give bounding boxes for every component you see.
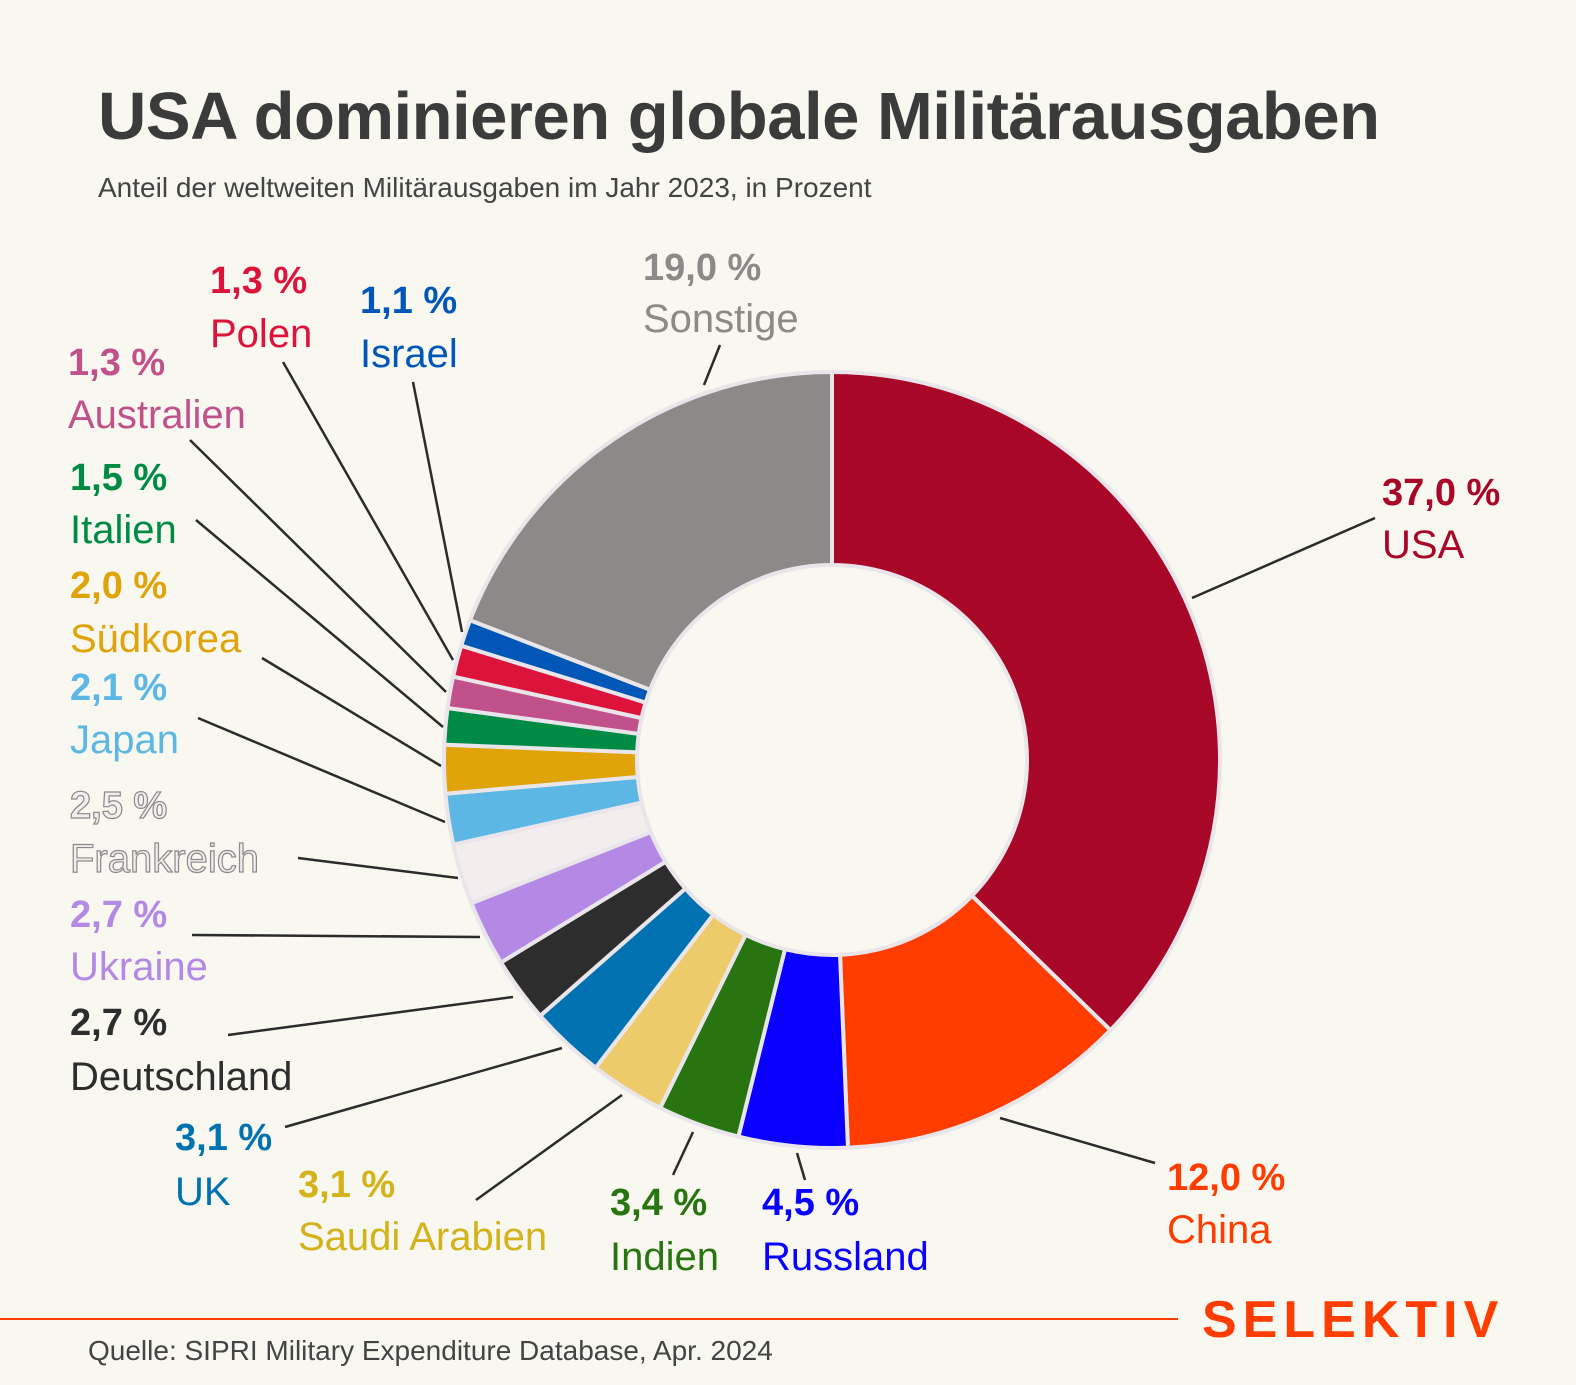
name-label-italien: Italien xyxy=(70,508,177,552)
leader-line-suedkorea xyxy=(261,656,442,768)
name-label-israel: Israel xyxy=(360,332,458,376)
name-label-deutschland: Deutschland xyxy=(70,1055,292,1099)
name-label-suedkorea: Südkorea xyxy=(70,617,242,661)
chart-subtitle: Anteil der weltweiten Militärausgaben im… xyxy=(98,172,872,203)
value-label-indien: 3,4 % xyxy=(610,1182,707,1224)
name-label-sonstige: Sonstige xyxy=(643,297,799,341)
name-label-australien: Australien xyxy=(68,393,246,437)
value-label-russland: 4,5 % xyxy=(762,1182,859,1224)
value-label-usa: 37,0 % xyxy=(1382,472,1500,514)
name-label-ukraine: Ukraine xyxy=(70,945,208,989)
leader-line-ukraine xyxy=(191,933,481,939)
value-label-sonstige: 19,0 % xyxy=(643,247,761,289)
leader-line-uk xyxy=(284,1046,563,1129)
value-label-uk: 3,1 % xyxy=(175,1117,272,1159)
chart-title: USA dominieren globale Militärausgaben xyxy=(98,79,1380,154)
value-label-polen: 1,3 % xyxy=(210,260,307,302)
name-label-frankreich: Frankreich xyxy=(70,837,259,881)
leader-line-australien xyxy=(189,439,447,693)
leader-line-saudi-arabien xyxy=(475,1093,623,1202)
leader-line-china xyxy=(999,1116,1156,1165)
value-label-japan: 2,1 % xyxy=(70,667,167,709)
value-label-saudi-arabien: 3,1 % xyxy=(298,1164,395,1206)
name-label-polen: Polen xyxy=(210,312,312,356)
value-label-china: 12,0 % xyxy=(1167,1157,1285,1199)
leader-line-polen xyxy=(281,361,455,661)
leader-line-japan xyxy=(197,716,446,824)
value-label-italien: 1,5 % xyxy=(70,457,167,499)
leader-line-sonstige xyxy=(702,344,722,386)
source-note: Quelle: SIPRI Military Expenditure Datab… xyxy=(88,1335,773,1366)
leader-line-indien xyxy=(671,1131,695,1176)
name-label-japan: Japan xyxy=(70,718,179,762)
name-label-saudi-arabien: Saudi Arabien xyxy=(298,1215,547,1259)
leader-line-italien xyxy=(195,519,444,728)
name-label-uk: UK xyxy=(175,1170,231,1214)
leader-line-usa xyxy=(1191,516,1376,600)
leader-line-russland xyxy=(795,1152,807,1181)
value-label-suedkorea: 2,0 % xyxy=(70,565,167,607)
brand-logo: SELEKTIV xyxy=(1202,1291,1505,1349)
name-label-china: China xyxy=(1167,1208,1272,1252)
value-label-ukraine: 2,7 % xyxy=(70,894,167,936)
name-label-indien: Indien xyxy=(610,1235,719,1279)
slice-sonstige xyxy=(467,369,834,693)
name-label-usa: USA xyxy=(1382,523,1465,567)
name-label-russland: Russland xyxy=(762,1235,929,1279)
leader-line-israel xyxy=(411,381,464,633)
slice-usa xyxy=(830,369,1222,1034)
value-label-deutschland: 2,7 % xyxy=(70,1002,167,1044)
leader-line-frankreich xyxy=(297,856,459,880)
value-label-australien: 1,3 % xyxy=(68,342,165,384)
value-label-frankreich: 2,5 % xyxy=(70,785,167,827)
slice-china xyxy=(837,892,1114,1150)
leader-line-deutschland xyxy=(227,995,514,1037)
footer-divider xyxy=(0,1318,1178,1320)
value-label-israel: 1,1 % xyxy=(360,280,457,322)
